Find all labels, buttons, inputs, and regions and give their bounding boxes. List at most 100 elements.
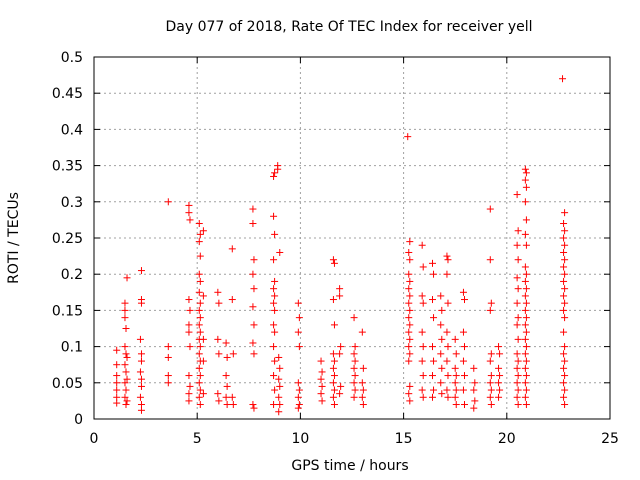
data-point <box>271 386 279 394</box>
data-point <box>560 292 568 300</box>
data-point <box>249 220 257 228</box>
data-point <box>275 408 283 416</box>
data-point <box>561 357 569 365</box>
data-point <box>514 357 522 365</box>
data-point <box>250 404 258 412</box>
data-point <box>459 328 467 336</box>
data-point <box>418 386 426 394</box>
data-point <box>123 274 131 282</box>
data-point <box>443 386 451 394</box>
data-point <box>560 379 568 387</box>
data-point <box>223 382 231 390</box>
x-tick-label: 0 <box>90 431 99 447</box>
data-point <box>495 393 503 401</box>
data-point <box>522 401 530 409</box>
data-point <box>199 227 207 235</box>
grid <box>94 57 610 419</box>
x-axis-label: GPS time / hours <box>291 458 408 474</box>
data-point <box>215 299 223 307</box>
data-point <box>330 372 338 380</box>
data-point <box>522 372 530 380</box>
data-point <box>487 350 495 358</box>
data-point <box>522 357 530 365</box>
data-point <box>329 379 337 387</box>
data-point <box>196 252 204 260</box>
data-point <box>295 314 303 322</box>
data-point <box>419 263 427 271</box>
data-point <box>358 379 366 387</box>
data-point <box>195 393 203 401</box>
data-point <box>271 277 279 285</box>
data-point <box>274 165 282 173</box>
data-point <box>222 372 230 380</box>
data-point <box>559 75 567 83</box>
data-point <box>222 339 230 347</box>
data-point <box>271 357 279 365</box>
data-point <box>437 292 445 300</box>
data-point <box>164 372 172 380</box>
data-point <box>122 401 130 409</box>
data-point <box>560 220 568 228</box>
data-point <box>249 205 257 213</box>
data-point <box>438 390 446 398</box>
data-point <box>418 241 426 249</box>
data-point <box>186 306 194 314</box>
data-point <box>317 357 325 365</box>
data-point <box>121 306 129 314</box>
data-point <box>459 386 467 394</box>
data-point <box>185 321 193 329</box>
data-point <box>406 292 414 300</box>
data-point <box>228 245 236 253</box>
data-point <box>250 350 258 358</box>
data-point <box>215 350 223 358</box>
data-point <box>419 343 427 351</box>
data-point <box>123 353 131 361</box>
data-point <box>330 259 338 267</box>
data-point <box>351 372 359 380</box>
data-point <box>276 382 284 390</box>
data-point <box>228 393 236 401</box>
data-point <box>214 390 222 398</box>
data-point <box>404 133 412 141</box>
data-point <box>405 328 413 336</box>
data-point <box>406 256 414 264</box>
data-point <box>329 296 337 304</box>
data-point <box>451 393 459 401</box>
data-point <box>428 393 436 401</box>
data-point <box>223 401 231 409</box>
data-point <box>428 296 436 304</box>
data-point <box>496 350 504 358</box>
data-point <box>137 267 145 275</box>
data-point <box>406 382 414 390</box>
data-point <box>495 379 503 387</box>
data-point <box>406 350 414 358</box>
data-point <box>271 328 279 336</box>
data-point <box>405 270 413 278</box>
data-point <box>470 364 478 372</box>
data-point <box>295 401 303 409</box>
data-point <box>195 350 203 358</box>
data-point <box>196 343 204 351</box>
data-point <box>418 328 426 336</box>
data-point <box>185 397 193 405</box>
data-point <box>276 248 284 256</box>
data-point <box>560 248 568 256</box>
y-tick-label: 0.1 <box>61 340 83 356</box>
data-point <box>358 328 366 336</box>
data-point <box>406 306 414 314</box>
data-point <box>195 238 203 246</box>
y-tick-label: 0.3 <box>61 195 83 211</box>
data-point <box>460 343 468 351</box>
data-point <box>444 372 452 380</box>
data-point <box>405 390 413 398</box>
data-point <box>561 270 569 278</box>
data-point <box>137 350 145 358</box>
data-point <box>229 401 237 409</box>
data-point <box>486 379 494 387</box>
data-point <box>122 325 130 332</box>
data-point <box>406 335 414 343</box>
data-point <box>521 364 529 372</box>
data-point <box>350 379 358 387</box>
data-point <box>430 314 438 322</box>
y-tick-label: 0.2 <box>61 267 83 283</box>
